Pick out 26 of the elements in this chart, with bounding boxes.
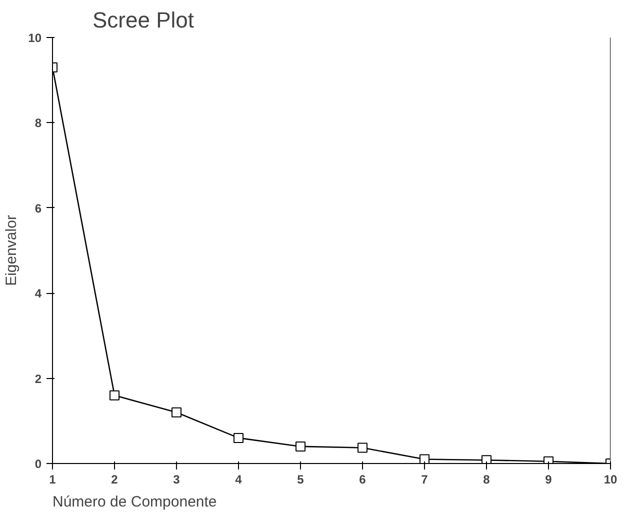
point bbox=[172, 407, 182, 418]
x-tick-label: 7 bbox=[421, 472, 428, 486]
point bbox=[234, 432, 244, 443]
y-tick-label: 6 bbox=[34, 201, 42, 216]
x-tick-label: 3 bbox=[173, 472, 180, 486]
x-tick-label: 2 bbox=[111, 472, 118, 486]
x-tick-label: 1 bbox=[49, 472, 56, 486]
y-axis-title: Eigenvalor bbox=[3, 215, 20, 286]
x-axis-title: Número de Componente bbox=[52, 494, 217, 510]
y-tick-label: 2 bbox=[34, 372, 42, 386]
x-tick-label: 6 bbox=[359, 472, 366, 486]
x-tick-label: 5 bbox=[297, 472, 304, 486]
point bbox=[358, 442, 368, 453]
point bbox=[420, 454, 430, 464]
chart-title: Scree Plot bbox=[92, 8, 194, 32]
y-tick-label: 0 bbox=[34, 457, 42, 471]
point bbox=[296, 441, 306, 452]
point bbox=[482, 455, 492, 464]
y-tick-label: 8 bbox=[34, 116, 42, 130]
x-tick-label: 8 bbox=[483, 472, 490, 486]
x-tick-label: 4 bbox=[235, 472, 242, 486]
y-tick-label: 4 bbox=[34, 286, 42, 301]
y-tick-label: 10 bbox=[28, 31, 42, 45]
point bbox=[110, 390, 120, 400]
x-tick-label: 9 bbox=[545, 472, 552, 486]
x-tick-label: 10 bbox=[604, 472, 618, 486]
